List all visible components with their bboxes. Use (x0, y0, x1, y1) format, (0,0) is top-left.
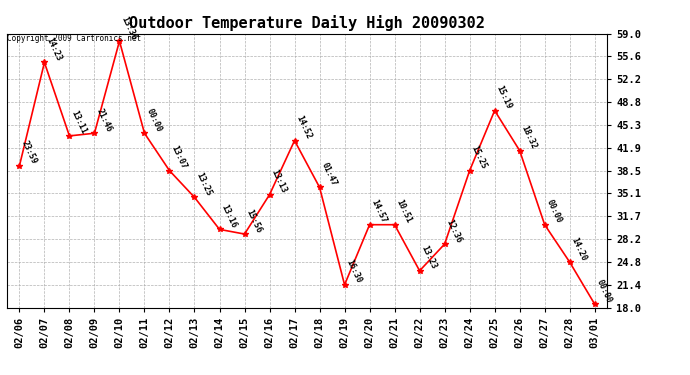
Title: Outdoor Temperature Daily High 20090302: Outdoor Temperature Daily High 20090302 (129, 15, 485, 31)
Text: 13:36: 13:36 (119, 15, 138, 41)
Text: 13:07: 13:07 (170, 144, 188, 171)
Text: 13:25: 13:25 (195, 171, 213, 197)
Text: 13:13: 13:13 (270, 168, 288, 195)
Text: 00:00: 00:00 (544, 198, 564, 225)
Text: 21:46: 21:46 (95, 107, 113, 133)
Text: 14:52: 14:52 (295, 114, 313, 141)
Text: 18:32: 18:32 (520, 124, 538, 151)
Text: 23:59: 23:59 (19, 140, 38, 166)
Text: 13:11: 13:11 (70, 110, 88, 136)
Text: 00:00: 00:00 (595, 278, 613, 304)
Text: 15:25: 15:25 (470, 144, 489, 171)
Text: 15:56: 15:56 (244, 208, 264, 234)
Text: 13:16: 13:16 (219, 203, 238, 229)
Text: 16:30: 16:30 (344, 258, 364, 285)
Text: 15:19: 15:19 (495, 84, 513, 111)
Text: 00:00: 00:00 (144, 107, 164, 133)
Text: 14:20: 14:20 (570, 236, 589, 262)
Text: 12:36: 12:36 (444, 217, 464, 244)
Text: 13:23: 13:23 (420, 244, 438, 271)
Text: 14:57: 14:57 (370, 198, 388, 225)
Text: 14:23: 14:23 (44, 36, 63, 63)
Text: Copyright 2009 Cartronics.net: Copyright 2009 Cartronics.net (7, 34, 141, 43)
Text: 01:47: 01:47 (319, 161, 338, 188)
Text: 10:51: 10:51 (395, 198, 413, 225)
